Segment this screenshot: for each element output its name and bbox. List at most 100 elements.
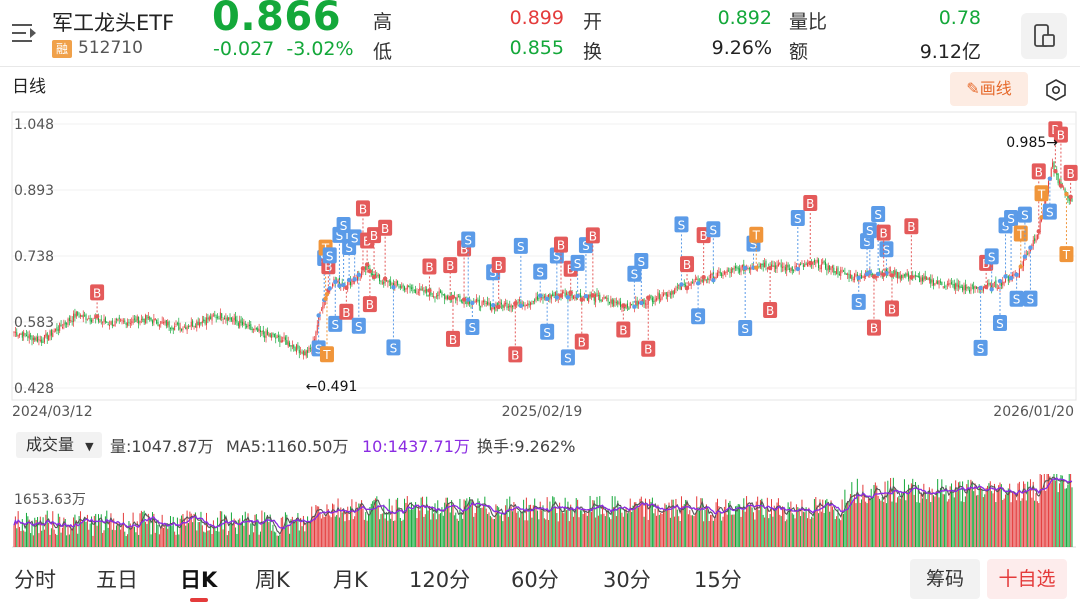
candle-body: [721, 273, 723, 277]
volume-bar: [962, 481, 964, 547]
volume-bar: [906, 491, 908, 547]
add-watchlist-button[interactable]: 十自选: [987, 559, 1067, 599]
volume-bar: [423, 516, 425, 547]
candle-body: [485, 302, 487, 304]
candle-body: [532, 300, 534, 303]
trade-marker-letter: B: [425, 260, 433, 274]
volume-bar: [96, 525, 98, 547]
landscape-toggle-button[interactable]: [1021, 13, 1067, 59]
trade-marker-letter: B: [870, 322, 878, 336]
volume-bar: [233, 518, 235, 547]
trade-marker-b: [884, 300, 899, 317]
trade-marker-letter: S: [694, 310, 702, 324]
trade-marker-s: [1004, 210, 1019, 227]
volume-bar: [354, 516, 356, 547]
volume-bar: [417, 504, 419, 547]
candle-body: [548, 294, 550, 298]
volume-bar: [610, 519, 612, 547]
candle-body: [736, 266, 738, 269]
candle-body: [826, 268, 828, 271]
candle-body: [694, 278, 696, 281]
candle-body: [276, 335, 278, 339]
candle-body: [481, 301, 483, 306]
chips-button[interactable]: 筹码: [910, 559, 980, 599]
candle-body: [1071, 195, 1073, 202]
candle-body: [863, 275, 865, 279]
volume-bar: [1041, 474, 1043, 547]
candle-body: [261, 330, 263, 332]
tab-intraday[interactable]: 分时: [14, 568, 56, 592]
candle-body: [376, 275, 378, 277]
tab-daily-k[interactable]: 日K: [180, 568, 218, 592]
candle-body: [374, 273, 376, 277]
volume-bar: [841, 499, 843, 547]
trade-marker-letter: B: [578, 336, 586, 350]
candle-body: [626, 303, 628, 308]
candle-body: [259, 330, 261, 333]
volume-bar: [106, 510, 108, 547]
tab-monthly-k[interactable]: 月K: [333, 568, 368, 592]
volume-y-label: 1653.63万: [14, 492, 86, 508]
tab-30min[interactable]: 30分: [603, 568, 651, 592]
volume-bar: [247, 513, 249, 547]
volume-bar: [405, 502, 407, 547]
volume-bar: [161, 514, 163, 547]
active-tab-indicator: [190, 598, 208, 602]
candle-body: [440, 290, 442, 293]
volume-bar: [845, 502, 847, 547]
volume-bar: [135, 532, 137, 547]
volume-bar: [175, 534, 177, 547]
candle-body: [128, 321, 130, 323]
candle-body: [782, 266, 784, 268]
volume-bar: [1017, 483, 1019, 547]
marker-dot: [742, 265, 748, 271]
volume-bar: [625, 507, 627, 547]
volume-bar: [489, 515, 491, 547]
tab-120min[interactable]: 120分: [409, 568, 471, 592]
candle-body: [399, 286, 401, 288]
volume-bar: [304, 531, 306, 547]
volume-bar: [595, 517, 597, 547]
volume-bar: [905, 500, 907, 547]
draw-line-button[interactable]: ✎画线: [950, 72, 1028, 106]
trade-marker-letter: S: [750, 238, 758, 252]
indicator-select[interactable]: 成交量 ▼: [16, 432, 102, 458]
candle-body: [305, 350, 307, 357]
trade-marker-s: [706, 221, 721, 238]
volume-bar: [452, 503, 454, 547]
trade-marker-b: [866, 319, 881, 336]
marker-dot: [808, 260, 813, 266]
volume-bar: [678, 516, 680, 547]
tab-weekly-k[interactable]: 周K: [255, 568, 290, 592]
volume-bar: [840, 520, 842, 547]
tab-five-day[interactable]: 五日: [96, 568, 138, 592]
volume-bar: [383, 504, 385, 547]
volume-bar: [332, 503, 334, 547]
candle-body: [255, 327, 257, 329]
volume-bar: [687, 514, 689, 547]
kline-chart[interactable]: 1.048 0.893 0.738 0.583 0.428 2024/03/12 2025/…: [0, 108, 1080, 428]
volume-bar: [369, 506, 371, 547]
volume-bar: [564, 497, 566, 547]
volume-bar: [653, 513, 655, 547]
volume-bar: [294, 519, 296, 547]
menu-icon[interactable]: [12, 22, 38, 44]
candle-body: [129, 323, 131, 325]
volume-bar: [571, 508, 573, 547]
candle-body: [913, 275, 915, 277]
candle-body: [780, 264, 782, 268]
settings-icon[interactable]: [1044, 78, 1068, 102]
tab-60min[interactable]: 60分: [511, 568, 559, 592]
tab-15min[interactable]: 15分: [694, 568, 742, 592]
candle-body: [937, 280, 939, 284]
candle-body: [941, 281, 943, 286]
candle-body: [646, 303, 648, 305]
volume-bar: [775, 508, 777, 547]
candle-body: [960, 286, 962, 288]
volume-chart[interactable]: 1653.63万: [0, 462, 1080, 550]
candle-body: [233, 317, 235, 320]
candle-body: [917, 276, 919, 278]
marker-dot: [1008, 275, 1014, 281]
candle-body: [243, 322, 245, 325]
candle-body: [381, 282, 383, 284]
